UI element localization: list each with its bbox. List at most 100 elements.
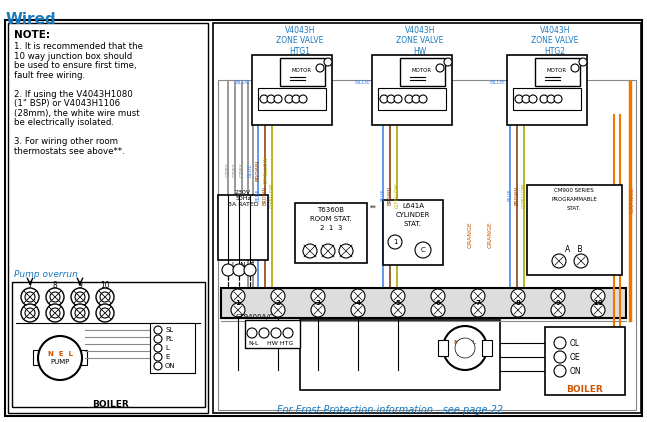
Text: 6: 6 [435,300,441,306]
Circle shape [415,242,431,258]
Circle shape [303,244,317,258]
Bar [218,195,268,260]
Text: BLUE: BLUE [354,79,370,84]
Text: PROGRAMMABLE: PROGRAMMABLE [551,197,597,202]
Circle shape [444,58,452,66]
Circle shape [154,326,162,334]
Text: be electrically isolated.: be electrically isolated. [14,118,114,127]
Circle shape [540,95,548,103]
Text: 2: 2 [276,300,280,306]
Text: BROWN: BROWN [388,185,393,205]
Circle shape [271,289,285,303]
Circle shape [339,244,353,258]
Text: 10: 10 [100,281,110,290]
Circle shape [387,95,395,103]
Circle shape [443,326,487,370]
Text: 1: 1 [393,239,397,245]
Circle shape [380,95,388,103]
Text: 1: 1 [236,300,241,306]
Text: 5: 5 [395,300,400,306]
Bar [535,58,580,86]
Circle shape [25,292,35,302]
Circle shape [292,95,300,103]
Circle shape [283,328,293,338]
Text: 230V
50Hz
3A RATED: 230V 50Hz 3A RATED [228,190,258,207]
Circle shape [75,292,85,302]
Circle shape [324,58,332,66]
Text: A   B: A B [565,245,583,254]
Bar [213,23,641,413]
Text: V4043H
ZONE VALVE
HTG1: V4043H ZONE VALVE HTG1 [276,26,324,56]
Circle shape [579,58,587,66]
Text: Wired: Wired [6,12,57,27]
Text: G/YELLOW: G/YELLOW [521,182,527,208]
Circle shape [551,289,565,303]
Circle shape [431,289,445,303]
Circle shape [554,351,566,363]
Circle shape [259,328,269,338]
Circle shape [391,289,405,303]
Bar [33,350,43,365]
Circle shape [405,95,413,103]
Bar [383,200,443,265]
Text: G/YELLOW: G/YELLOW [395,182,399,208]
Text: BLUE: BLUE [489,79,505,84]
Bar [150,323,195,373]
Text: L: L [165,345,169,351]
Circle shape [271,303,285,317]
Text: (28mm), the white wire must: (28mm), the white wire must [14,108,140,117]
Circle shape [285,95,293,103]
Text: ORANGE: ORANGE [630,187,635,214]
Text: V4043H
ZONE VALVE
HW: V4043H ZONE VALVE HW [397,26,444,56]
Circle shape [75,308,85,318]
Text: L641A: L641A [402,203,424,209]
Circle shape [419,95,427,103]
Text: Pump overrun: Pump overrun [14,270,78,279]
Bar [258,88,326,110]
Text: OE: OE [570,352,580,362]
Text: V4043H
ZONE VALVE
HTG2: V4043H ZONE VALVE HTG2 [531,26,578,56]
Text: BOILER: BOILER [567,385,604,394]
Circle shape [38,336,82,380]
Bar [400,58,445,86]
Text: 3: 3 [316,300,320,306]
Bar [221,288,626,318]
Text: **: ** [370,205,377,211]
Text: MOTOR: MOTOR [412,68,432,73]
Circle shape [511,289,525,303]
Bar [372,55,452,125]
Text: ST9400A/C: ST9400A/C [235,314,274,320]
Circle shape [231,303,245,317]
Text: 7: 7 [28,281,32,290]
Circle shape [233,264,245,276]
Circle shape [50,292,60,302]
Text: HW HTG: HW HTG [267,341,293,346]
Text: 2  1  3: 2 1 3 [320,225,342,231]
Text: 3. For wiring other room: 3. For wiring other room [14,137,118,146]
Text: GREY: GREY [239,163,245,177]
Text: 10: 10 [593,300,603,306]
Circle shape [154,335,162,343]
Text: BROWN: BROWN [263,185,267,205]
Circle shape [471,289,485,303]
Text: STAT.: STAT. [567,206,581,211]
Text: OL: OL [570,338,580,347]
Text: BLUE: BLUE [256,189,261,201]
Circle shape [351,303,365,317]
Bar [218,80,636,410]
Text: N-L: N-L [248,341,259,346]
Circle shape [394,95,402,103]
Circle shape [100,292,110,302]
Circle shape [522,95,530,103]
Circle shape [71,304,89,322]
Circle shape [412,95,420,103]
Circle shape [299,95,307,103]
Text: GREY: GREY [226,163,230,177]
Circle shape [222,264,234,276]
Circle shape [455,338,475,358]
Circle shape [247,328,257,338]
Text: N  E  L: N E L [47,351,72,357]
Bar [438,340,448,356]
Text: fault free wiring.: fault free wiring. [14,70,85,79]
Circle shape [554,95,562,103]
